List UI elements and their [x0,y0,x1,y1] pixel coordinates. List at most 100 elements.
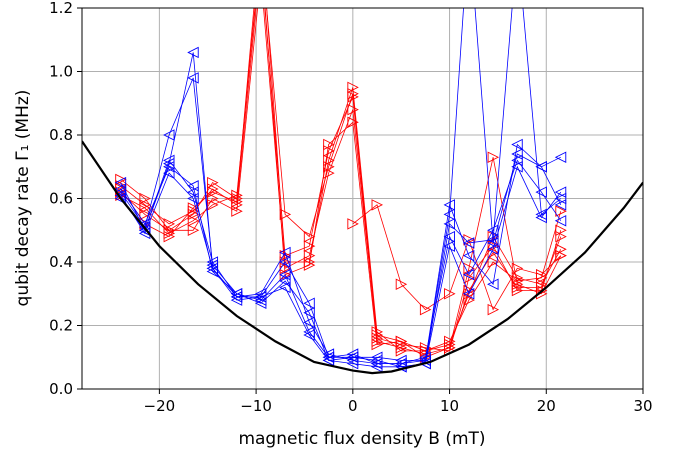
data-point [207,186,219,198]
data-point [114,176,127,189]
x-tick-label: 30 [633,397,652,415]
data-point [187,224,200,236]
data-point [187,72,199,84]
data-point [419,345,432,357]
data-point [555,249,567,262]
data-point [139,208,151,221]
data-point [462,249,475,262]
data-point [279,275,291,287]
data-point [303,230,316,243]
data-point [554,192,567,205]
data-point [347,116,359,129]
data-point [187,46,199,59]
data-point [187,192,199,205]
data-point [371,361,383,373]
data-point [323,161,335,173]
data-point [279,256,291,268]
data-point [463,262,475,275]
data-point [279,208,292,221]
data-point [535,186,547,198]
data-point [303,259,316,271]
data-point [163,227,176,240]
y-tick-label: 1.0 [49,63,73,81]
data-point [511,138,523,151]
data-point [444,288,456,300]
data-point [303,329,315,341]
series-layer [114,8,567,373]
data-point [231,189,243,202]
data-point [443,199,456,211]
data-point [462,237,475,249]
data-point [347,218,359,230]
data-point [554,214,567,227]
data-point [323,138,335,151]
data-point [463,234,475,246]
y-tick-label: 1.2 [49,0,73,17]
data-point [511,281,524,294]
data-point [187,180,199,192]
series-line [352,204,562,311]
data-point [487,237,499,249]
data-point [231,195,243,208]
data-point [462,288,475,300]
data-point [207,176,219,189]
data-point [231,205,243,217]
data-point [139,202,151,214]
data-point [554,186,567,198]
series-line [120,165,562,368]
data-point [230,294,243,306]
data-point [371,332,384,344]
data-point [207,199,219,211]
data-point [443,240,456,252]
data-point [323,145,335,157]
x-tick-label: −10 [240,397,272,415]
data-point [487,224,499,236]
y-axis-label: qubit decay rate Γ₁ (MHz) [13,90,33,307]
data-point [347,91,359,103]
data-point [395,278,408,290]
data-point [444,341,456,354]
data-point [279,268,291,281]
data-point [555,230,567,243]
data-point [346,351,359,363]
data-point [463,294,475,306]
data-point [163,129,175,141]
data-point [303,249,316,262]
data-point [395,354,407,367]
data-point [487,151,500,163]
series-line [120,8,562,358]
series-5 [347,199,567,316]
y-tick-label: 0.6 [49,190,73,208]
data-point [371,326,384,338]
data-point [303,240,316,252]
data-point [303,307,315,319]
x-tick-label: −20 [144,397,176,415]
data-point [115,173,127,186]
series-line [120,8,562,355]
data-point [163,154,175,167]
data-point [206,256,219,268]
series-line [120,8,562,352]
series-10 [114,161,567,373]
data-point [419,303,432,316]
data-point [279,246,291,259]
series-6 [114,46,567,370]
data-point [371,338,384,351]
data-point [114,183,127,195]
data-point [323,154,335,167]
data-point [555,205,567,217]
data-point [555,224,567,236]
data-point [163,161,175,173]
y-tick-label: 0.0 [49,380,73,398]
data-point [535,268,548,281]
data-point [279,281,291,294]
data-point [303,297,315,310]
data-point [206,262,219,275]
x-tick-label: 20 [537,397,556,415]
series-line [120,52,561,365]
data-point [443,230,456,243]
fit-curve-layer [82,140,643,375]
data-point [511,154,523,167]
x-tick-label: 10 [440,397,459,415]
